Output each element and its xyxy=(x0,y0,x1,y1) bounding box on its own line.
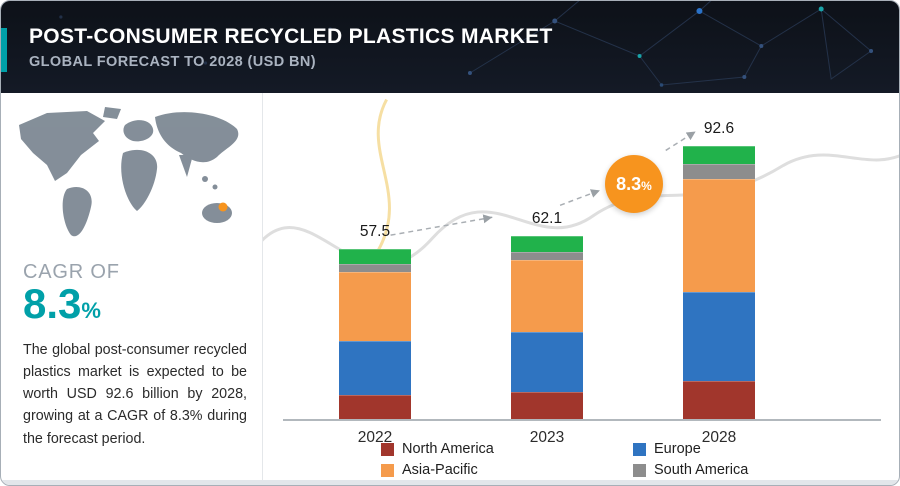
x-axis-label-2023: 2023 xyxy=(529,429,565,446)
dashed-arrow-3 xyxy=(665,130,697,152)
bar-2028-segment-south-america xyxy=(683,163,755,179)
bar-2028-segment-asia-pacific xyxy=(683,178,755,293)
header-accent-bar xyxy=(1,28,7,72)
content-body: CAGR OF 8.3% The global post-consumer re… xyxy=(1,93,899,485)
legend-swatch-asia-pacific xyxy=(381,463,394,477)
x-axis-label-2022: 2022 xyxy=(357,429,393,446)
bar-2022-segment-south-america xyxy=(339,264,411,272)
badge-percent-sign: % xyxy=(641,178,652,193)
bar-2023 xyxy=(511,235,583,419)
legend-label-asia-pacific: Asia-Pacific xyxy=(402,462,478,478)
trend-curve xyxy=(263,153,899,267)
network-decoration xyxy=(59,1,874,87)
bar-2028 xyxy=(683,145,755,419)
cagr-number: 8.3 xyxy=(23,280,82,327)
footer-strip xyxy=(1,480,899,485)
bar-2022-segment-north-america xyxy=(339,395,411,419)
bar-2023-segment-unlabeled xyxy=(511,235,583,252)
legend-item-south-america: South America xyxy=(633,462,748,478)
page-title: POST-CONSUMER RECYCLED PLASTICS MARKET xyxy=(29,25,553,48)
legend: North America Europe Asia-Pacific South Ame… xyxy=(381,441,748,478)
bar-2022-segment-unlabeled xyxy=(339,249,411,265)
legend-label-europe: Europe xyxy=(654,441,701,457)
summary-sidebar: CAGR OF 8.3% The global post-consumer re… xyxy=(1,93,263,485)
legend-swatch-europe xyxy=(633,442,646,456)
header: POST-CONSUMER RECYCLED PLASTICS MARKET G… xyxy=(1,1,899,93)
map-highlight-dot xyxy=(218,202,228,212)
x-axis-line xyxy=(283,419,881,421)
bar-2028-segment-europe xyxy=(683,292,755,381)
legend-item-asia-pacific: Asia-Pacific xyxy=(381,462,633,478)
bar-2022-segment-asia-pacific xyxy=(339,271,411,341)
bar-2028-segment-north-america xyxy=(683,380,755,419)
legend-label-north-america: North America xyxy=(402,441,494,457)
dashed-arrow-2 xyxy=(559,189,601,206)
bar-2022 xyxy=(339,249,411,419)
legend-swatch-south-america xyxy=(633,463,646,477)
market-summary-text: The global post-consumer recycled plasti… xyxy=(23,342,247,447)
cagr-value: 8.3% xyxy=(23,283,101,325)
cagr-percent-sign: % xyxy=(81,298,101,323)
legend-item-north-america: North America xyxy=(381,441,633,457)
stacked-bar-chart: 8.3% North America Europe Asia-Pacific Sout… xyxy=(263,93,899,485)
growth-rate-badge: 8.3% xyxy=(605,155,663,213)
x-axis-label-2028: 2028 xyxy=(701,429,737,446)
bar-total-label-2023: 62.1 xyxy=(531,209,563,227)
cagr-label: CAGR OF xyxy=(23,261,120,283)
legend-item-europe: Europe xyxy=(633,441,748,457)
bar-total-label-2028: 92.6 xyxy=(703,119,735,137)
badge-value: 8.3 xyxy=(616,173,642,194)
bar-2023-segment-europe xyxy=(511,331,583,393)
bar-2023-segment-asia-pacific xyxy=(511,259,583,332)
legend-swatch-north-america xyxy=(381,442,394,456)
bar-2028-segment-unlabeled xyxy=(683,145,755,164)
bar-2023-segment-north-america xyxy=(511,392,583,419)
page-subtitle: GLOBAL FORECAST TO 2028 (USD BN) xyxy=(29,54,316,70)
bar-2023-segment-south-america xyxy=(511,251,583,260)
legend-label-south-america: South America xyxy=(654,462,749,478)
bar-total-label-2022: 57.5 xyxy=(359,223,391,241)
world-map xyxy=(9,103,257,260)
bar-2022-segment-europe xyxy=(339,340,411,396)
